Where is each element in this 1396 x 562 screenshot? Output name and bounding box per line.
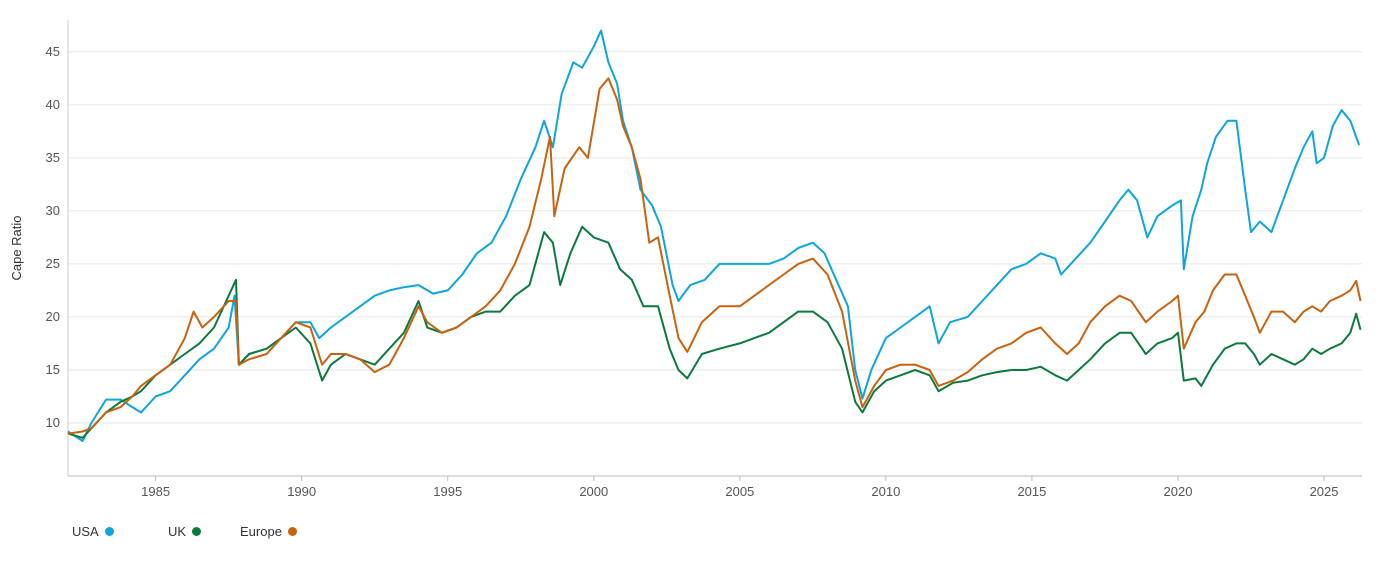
legend-label: Europe <box>240 524 282 539</box>
legend-dot-icon <box>287 527 297 536</box>
legend-item-europe[interactable]: Europe <box>240 524 297 539</box>
legend-label: UK <box>168 524 187 539</box>
x-tick-label: 2000 <box>579 484 608 499</box>
y-axis-ticks: 10 15 20 25 30 35 40 45 <box>46 44 60 430</box>
legend-item-usa[interactable]: USA <box>72 524 168 539</box>
y-tick-label: 40 <box>46 97 60 112</box>
legend-item-uk[interactable]: UK <box>168 524 240 539</box>
y-tick-label: 45 <box>46 44 60 59</box>
y-tick-label: 30 <box>46 203 60 218</box>
y-tick-label: 15 <box>46 362 60 377</box>
x-axis-ticks: 1985 1990 1995 2000 2005 2010 2015 2020 2025 <box>141 476 1338 499</box>
series-line-europe <box>67 77 1362 435</box>
x-tick-label: 2010 <box>871 484 900 499</box>
y-tick-label: 25 <box>46 256 60 271</box>
x-tick-label: 2015 <box>1017 484 1046 499</box>
x-tick-label: 2005 <box>725 484 754 499</box>
x-tick-label: 1995 <box>433 484 462 499</box>
x-tick-label: 2020 <box>1164 484 1193 499</box>
series-line-usa <box>67 29 1361 442</box>
legend-dot-icon <box>104 527 114 536</box>
y-tick-label: 10 <box>46 415 60 430</box>
y-tick-label: 20 <box>46 309 60 324</box>
chart-legend: USA UK Europe <box>72 524 297 539</box>
x-tick-label: 1990 <box>287 484 316 499</box>
legend-label: USA <box>72 524 99 539</box>
series-lines <box>67 29 1362 442</box>
series-line-uk <box>67 225 1362 439</box>
x-tick-label: 2025 <box>1310 484 1339 499</box>
gridlines <box>68 51 1362 424</box>
y-axis-title: Cape Ratio <box>9 215 24 280</box>
legend-dot-icon <box>192 527 202 536</box>
y-tick-label: 35 <box>46 150 60 165</box>
x-tick-label: 1985 <box>141 484 170 499</box>
